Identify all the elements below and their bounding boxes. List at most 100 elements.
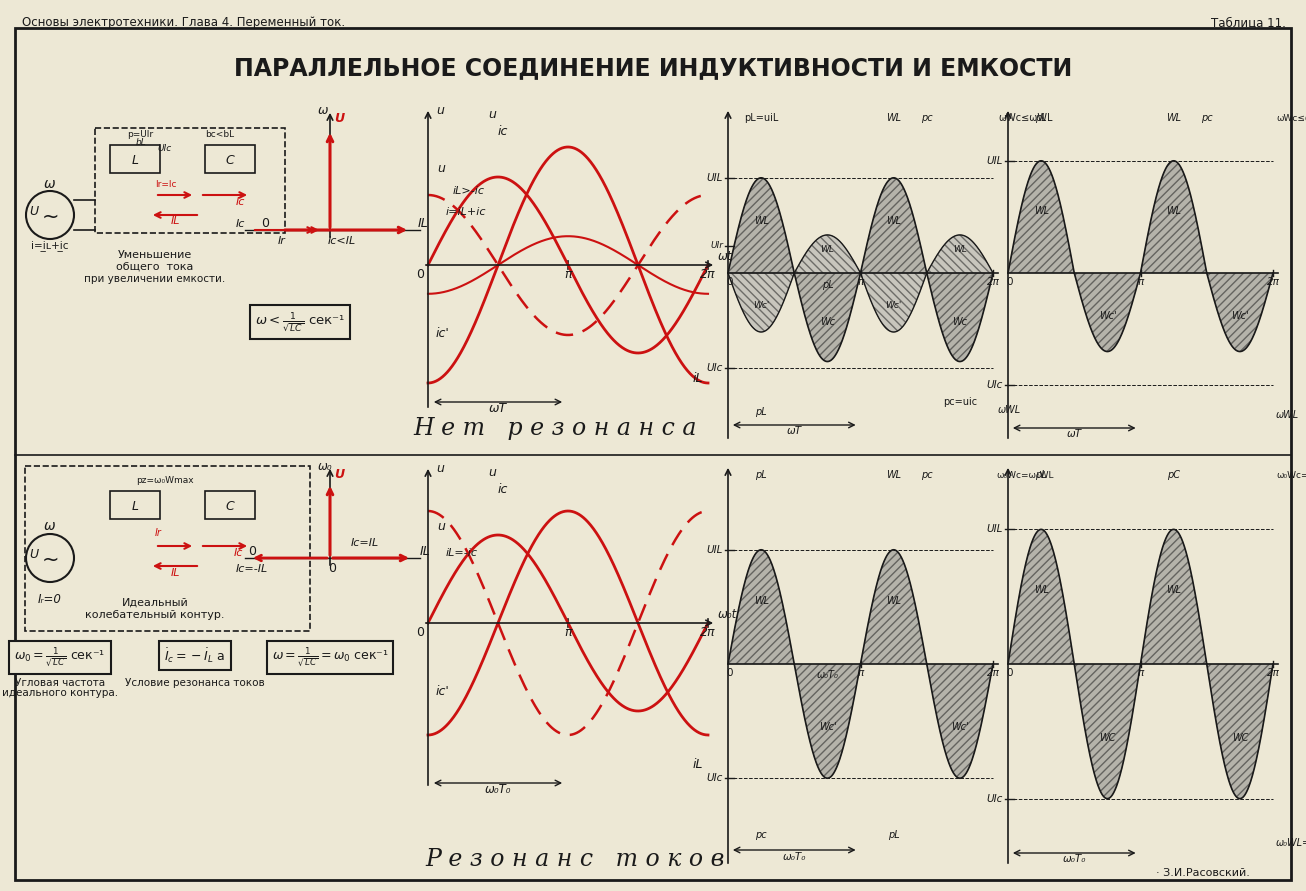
Text: pL: pL bbox=[821, 280, 833, 290]
Polygon shape bbox=[1008, 160, 1075, 273]
Polygon shape bbox=[794, 235, 861, 273]
Text: u: u bbox=[436, 462, 444, 475]
Text: ωWL: ωWL bbox=[998, 405, 1021, 415]
Text: bc<bL: bc<bL bbox=[205, 130, 235, 139]
Text: UIc: UIc bbox=[986, 794, 1003, 804]
Text: pz=ω₀Wmax: pz=ω₀Wmax bbox=[136, 476, 193, 485]
Polygon shape bbox=[1075, 273, 1140, 352]
Polygon shape bbox=[927, 273, 993, 362]
Text: IL: IL bbox=[170, 216, 180, 226]
Text: L: L bbox=[132, 500, 138, 512]
Text: Ic<IL: Ic<IL bbox=[328, 236, 357, 246]
Text: pL: pL bbox=[1036, 470, 1047, 480]
Text: Ic=IL: Ic=IL bbox=[351, 538, 379, 548]
Text: Уменьшение: Уменьшение bbox=[118, 250, 192, 260]
Text: 0: 0 bbox=[417, 268, 424, 281]
Text: C: C bbox=[226, 153, 234, 167]
Text: ic: ic bbox=[498, 125, 508, 138]
Polygon shape bbox=[794, 664, 861, 778]
Text: pL: pL bbox=[1036, 113, 1047, 123]
Text: Wc: Wc bbox=[952, 316, 968, 327]
Polygon shape bbox=[861, 178, 927, 273]
Text: 0: 0 bbox=[248, 545, 256, 558]
Text: при увеличении емкости.: при увеличении емкости. bbox=[85, 274, 226, 284]
Text: π: π bbox=[857, 668, 863, 678]
Bar bbox=[25, 466, 310, 631]
Text: ωT: ωT bbox=[786, 426, 802, 436]
Text: 2π: 2π bbox=[1267, 277, 1280, 287]
Text: ω: ω bbox=[44, 177, 56, 191]
Text: $\omega < \frac{1}{\sqrt{LC}}$ сек⁻¹: $\omega < \frac{1}{\sqrt{LC}}$ сек⁻¹ bbox=[255, 310, 345, 333]
Polygon shape bbox=[727, 273, 794, 332]
Text: WL: WL bbox=[754, 216, 769, 225]
Text: U: U bbox=[334, 468, 343, 481]
Text: ic': ic' bbox=[436, 327, 449, 340]
Text: $\dot{I}_c = -\dot{I}_L$ а: $\dot{I}_c = -\dot{I}_L$ а bbox=[165, 646, 226, 665]
Text: IL: IL bbox=[418, 217, 428, 230]
Text: UIL: UIL bbox=[707, 173, 724, 183]
Text: ω₀T₀: ω₀T₀ bbox=[1063, 854, 1085, 864]
Text: ω: ω bbox=[317, 104, 329, 117]
Text: pc: pc bbox=[921, 470, 932, 480]
Text: C: C bbox=[226, 500, 234, 512]
Text: Ir: Ir bbox=[278, 236, 286, 246]
Text: pL=uiL: pL=uiL bbox=[744, 113, 778, 123]
Text: 2π: 2π bbox=[986, 277, 999, 287]
Text: iL: iL bbox=[693, 372, 704, 385]
Text: Ir=Ic: Ir=Ic bbox=[155, 180, 176, 189]
Polygon shape bbox=[727, 178, 794, 273]
Text: IL: IL bbox=[170, 568, 180, 578]
Text: pc=uic: pc=uic bbox=[943, 397, 977, 407]
Text: i=i̲ʟ+i̲c: i=i̲ʟ+i̲c bbox=[31, 240, 69, 251]
Text: iL>-ic: iL>-ic bbox=[452, 186, 485, 196]
Text: WL: WL bbox=[887, 113, 901, 123]
Text: WL: WL bbox=[820, 245, 835, 254]
Polygon shape bbox=[1140, 160, 1207, 273]
Polygon shape bbox=[1075, 664, 1140, 798]
Polygon shape bbox=[1207, 664, 1273, 798]
Text: UIL: UIL bbox=[707, 544, 724, 555]
Text: 2π: 2π bbox=[700, 626, 716, 639]
Text: общего  тока: общего тока bbox=[116, 262, 193, 272]
Text: Ic: Ic bbox=[235, 197, 244, 207]
Text: 2π: 2π bbox=[986, 668, 999, 678]
Polygon shape bbox=[794, 273, 861, 362]
Text: WL: WL bbox=[1166, 585, 1181, 595]
Text: ωWL: ωWL bbox=[1276, 410, 1299, 420]
Text: ω₀T₀: ω₀T₀ bbox=[816, 670, 838, 680]
Text: ~: ~ bbox=[42, 207, 59, 227]
Text: 2π: 2π bbox=[1267, 668, 1280, 678]
Text: ω₀T₀: ω₀T₀ bbox=[782, 852, 806, 862]
Text: 0: 0 bbox=[328, 562, 336, 575]
Text: ω₀WL=Pr: ω₀WL=Pr bbox=[1276, 838, 1306, 848]
Bar bbox=[205, 491, 255, 519]
Text: Таблица 11.: Таблица 11. bbox=[1211, 16, 1286, 29]
Text: Wc': Wc' bbox=[819, 722, 836, 732]
Text: ωWc≤ωWL: ωWc≤ωWL bbox=[998, 113, 1053, 123]
Text: iL: iL bbox=[693, 758, 704, 771]
Text: WL: WL bbox=[1166, 113, 1181, 123]
Polygon shape bbox=[1008, 529, 1075, 664]
Text: π: π bbox=[857, 277, 863, 287]
Bar bbox=[110, 145, 161, 173]
Text: · З.И.Расовский.: · З.И.Расовский. bbox=[1156, 868, 1250, 878]
Text: WL: WL bbox=[1166, 207, 1181, 217]
Text: U: U bbox=[30, 205, 39, 218]
Text: bL: bL bbox=[136, 138, 146, 147]
Text: u: u bbox=[488, 108, 496, 121]
Polygon shape bbox=[861, 550, 927, 664]
Text: pL: pL bbox=[755, 407, 767, 417]
Text: pc: pc bbox=[921, 113, 932, 123]
Text: UIL: UIL bbox=[986, 525, 1003, 535]
Text: 0: 0 bbox=[1007, 277, 1013, 287]
Polygon shape bbox=[927, 664, 993, 778]
Text: pL: pL bbox=[755, 470, 767, 480]
Text: UIc: UIc bbox=[707, 773, 724, 783]
Text: UIL: UIL bbox=[986, 156, 1003, 166]
Polygon shape bbox=[727, 550, 794, 664]
Text: L: L bbox=[132, 153, 138, 167]
Text: идеального контура.: идеального контура. bbox=[1, 688, 118, 698]
Text: WL: WL bbox=[1033, 207, 1049, 217]
Text: IL: IL bbox=[421, 545, 431, 558]
Text: Р е з о н а н с   т о к о в: Р е з о н а н с т о к о в bbox=[426, 848, 725, 871]
